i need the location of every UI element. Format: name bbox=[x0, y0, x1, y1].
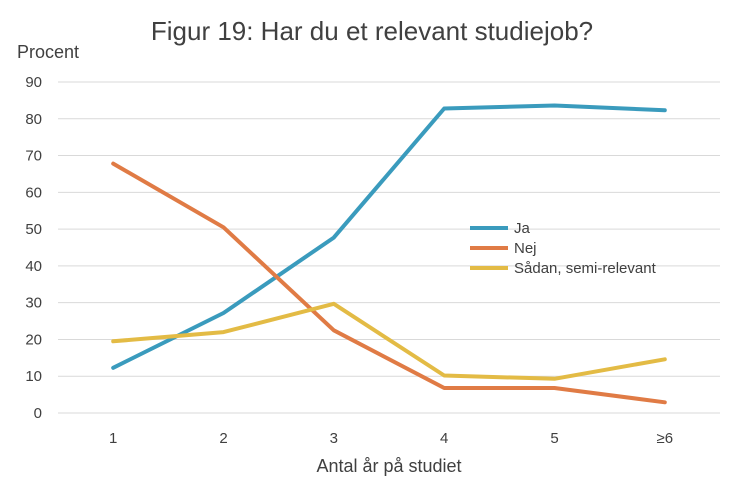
x-tick-label-1: 1 bbox=[109, 430, 117, 447]
chart-title: Figur 19: Har du et relevant studiejob? bbox=[151, 16, 593, 46]
series-lines bbox=[111, 103, 667, 405]
x-axis-label: Antal år på studiet bbox=[316, 456, 461, 476]
x-tick-label-3: 3 bbox=[330, 430, 338, 447]
gridlines bbox=[58, 81, 720, 414]
y-tick-label-40: 40 bbox=[25, 258, 42, 275]
legend: Ja Nej Sådan, semi-relevant bbox=[470, 220, 657, 277]
legend-label-1: Ja bbox=[514, 220, 531, 237]
x-tick-label-6: ≥6 bbox=[657, 430, 674, 447]
y-tick-label-60: 60 bbox=[25, 184, 42, 201]
y-tick-label-30: 30 bbox=[25, 295, 42, 312]
x-tick-label-2: 2 bbox=[219, 430, 227, 447]
y-tick-label-10: 10 bbox=[25, 368, 42, 385]
y-tick-label-90: 90 bbox=[25, 74, 42, 91]
y-axis-label: Procent bbox=[17, 42, 79, 62]
legend-label-3: Sådan, semi-relevant bbox=[514, 260, 657, 277]
x-tick-label-4: 4 bbox=[440, 430, 448, 447]
y-tick-label-20: 20 bbox=[25, 331, 42, 348]
series-line-2 bbox=[111, 161, 667, 405]
x-tick-label-5: 5 bbox=[550, 430, 558, 447]
y-tick-label-0: 0 bbox=[34, 405, 42, 422]
y-tick-label-50: 50 bbox=[25, 221, 42, 238]
y-tick-label-70: 70 bbox=[25, 148, 42, 165]
y-tick-labels: 0 10 20 30 40 50 60 70 80 90 bbox=[25, 74, 42, 422]
y-tick-label-80: 80 bbox=[25, 111, 42, 128]
x-tick-labels: 1 2 3 4 5 ≥6 bbox=[109, 430, 673, 447]
series-line-3 bbox=[111, 301, 667, 381]
legend-label-2: Nej bbox=[514, 240, 537, 257]
series-line-1 bbox=[111, 103, 667, 370]
